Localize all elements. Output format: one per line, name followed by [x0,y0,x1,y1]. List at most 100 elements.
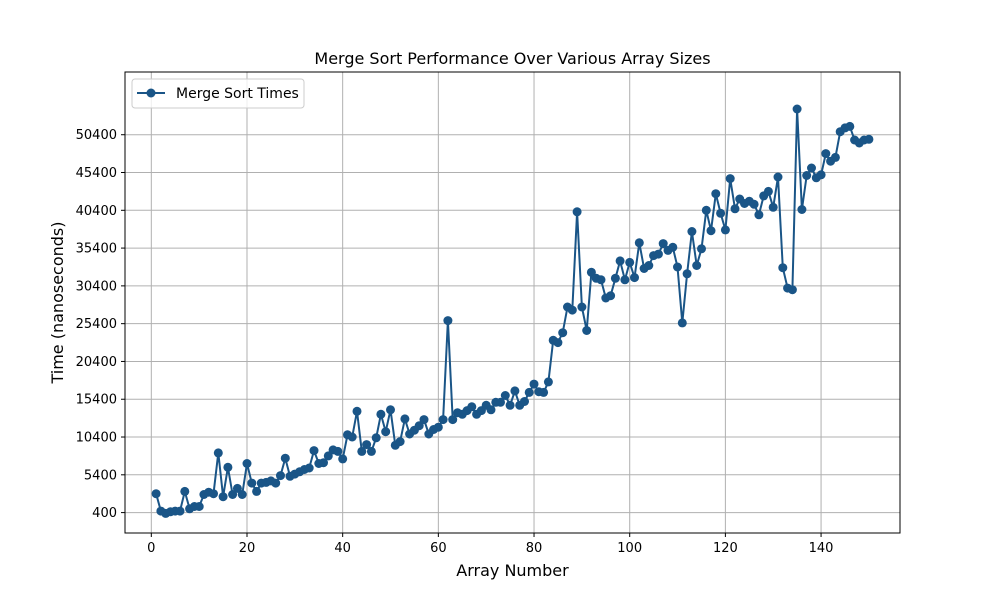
data-point [448,415,458,425]
y-tick-label: 20400 [76,355,117,370]
y-tick-label: 40400 [76,204,117,219]
data-point [414,421,424,431]
data-point [237,490,247,499]
data-point [505,400,515,410]
data-point [634,238,644,248]
data-point [371,433,381,443]
data-point [194,502,204,511]
plot-area-frame [124,71,901,534]
data-point [586,267,596,277]
data-point [433,422,443,432]
y-tick-label: 5400 [84,468,117,483]
data-point [653,249,663,259]
data-point [749,199,759,209]
data-point [754,210,764,220]
data-point [175,506,185,516]
y-tick-label: 10400 [76,431,117,446]
data-point [768,202,778,212]
data-point [280,453,290,463]
data-point [180,486,190,496]
data-point [252,486,262,496]
y-tick-label: 50400 [76,128,117,143]
x-tick-label: 40 [334,541,351,556]
y-axis-label: Time (nanoseconds) [48,222,67,385]
data-point [496,397,505,407]
y-tick-label: 35400 [76,242,117,257]
y-tick-label: 400 [92,506,117,521]
data-point [400,414,410,424]
data-point [271,478,281,488]
legend-label: Merge Sort Times [176,86,299,102]
data-point [242,459,252,468]
data-point [572,207,582,217]
data-point [357,446,367,456]
data-point [668,242,678,252]
y-tick-label: 15400 [76,393,117,408]
data-point [644,261,654,270]
data-point [304,463,314,473]
legend: Merge Sort Times [131,78,305,109]
data-point [232,483,242,493]
data-point [706,226,716,236]
legend-box [131,78,305,109]
data-point [333,446,343,456]
data-point [720,225,730,235]
data-point [376,409,386,419]
data-point [366,446,376,456]
data-point [821,149,831,159]
data-point [692,261,702,270]
data-point [687,227,697,236]
x-tick-label: 80 [526,541,543,556]
data-point [697,244,706,254]
data-point [673,262,682,272]
data-point [529,379,539,389]
data-point [582,326,592,335]
x-tick-label: 120 [713,541,738,556]
data-point [539,387,549,397]
data-points [151,104,874,518]
x-tick-label: 60 [430,541,447,556]
y-tick-label: 25400 [76,317,117,332]
data-point [386,405,395,415]
data-point [802,171,812,180]
y-tick-label: 45400 [76,166,117,181]
data-point [276,471,285,481]
data-point [658,239,668,249]
data-point [610,273,620,283]
x-tick-label: 100 [617,541,642,556]
data-point [213,448,223,458]
data-point [625,257,635,267]
data-point [395,437,405,447]
data-point [438,415,448,425]
data-point [816,170,826,180]
data-point [701,205,711,215]
data-point [151,489,161,499]
data-point [716,208,726,218]
data-point [520,397,529,406]
data-point [338,454,348,464]
data-point [677,318,687,328]
data-point [830,152,840,162]
data-point [773,172,783,182]
data-point [467,402,477,412]
data-point [500,391,510,400]
axis-ticks: 0 20 40 60 80 100 120 140 400 5400 10400 15400 20400… [76,128,834,556]
data-point [381,427,391,437]
data-point [486,405,496,415]
x-tick-label: 140 [809,541,834,556]
data-point [577,302,587,312]
data-point [763,186,773,196]
data-point [209,489,218,499]
data-point [323,451,333,461]
data-point [864,134,874,144]
y-tick-label: 30400 [76,279,117,294]
data-point [419,415,429,425]
x-axis-label: Array Number [456,561,569,580]
data-point [558,328,568,338]
data-point [730,204,740,214]
data-point [797,205,807,214]
data-point [443,316,453,326]
data-point [223,462,233,472]
data-point [711,189,721,199]
